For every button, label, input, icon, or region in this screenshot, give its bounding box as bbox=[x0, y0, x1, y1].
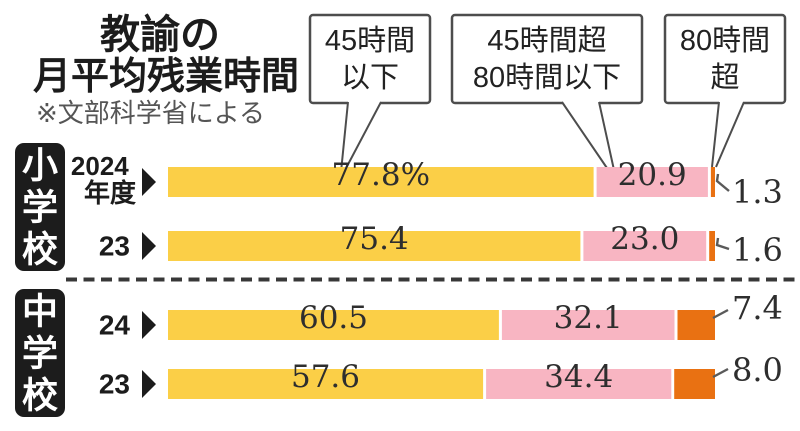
bar-value-label: 77.8% bbox=[332, 157, 430, 193]
callout-tail-under45 bbox=[340, 101, 382, 173]
bar-segment bbox=[168, 310, 499, 340]
bar-segment bbox=[583, 231, 707, 261]
bar-segment bbox=[168, 167, 594, 197]
bar-segment bbox=[674, 369, 715, 399]
bar-outside-value-label: 1.6 bbox=[732, 231, 783, 269]
legend-over80-line1: 80時間 bbox=[680, 24, 770, 57]
bar-segment bbox=[709, 231, 715, 261]
legend-45to80-line1: 45時間超 bbox=[487, 24, 606, 57]
row-label-2024nendo: 2024 年度 bbox=[71, 151, 136, 208]
group-elementary-char2: 学 bbox=[22, 187, 58, 228]
legend-over80-line2: 超 bbox=[710, 61, 739, 94]
bars-layer: 77.8% 20.9 1.3 75.4 23.0 1.6 60.5 32.1 7.4 57.6 34… bbox=[168, 157, 783, 399]
bar-segment bbox=[677, 310, 715, 340]
bar-segment bbox=[486, 369, 672, 399]
leader-line bbox=[712, 367, 729, 379]
legend-under45-line2: 以下 bbox=[341, 62, 399, 94]
bar-segment bbox=[501, 310, 675, 340]
group-elementary-char3: 校 bbox=[22, 229, 58, 270]
legend-box-over80: 80時間 超 bbox=[663, 13, 787, 105]
source-note: ※文部科学省による bbox=[36, 98, 265, 128]
bar-value-label: 34.4 bbox=[544, 359, 613, 395]
legend-under45-line1: 45時間 bbox=[325, 24, 415, 57]
bar-value-label: 75.4 bbox=[340, 221, 409, 257]
row-label-jh-23: 23 bbox=[99, 369, 130, 400]
row-arrow-icon-2 bbox=[142, 232, 156, 260]
bar-segment bbox=[168, 231, 581, 261]
leader-line bbox=[712, 308, 729, 320]
bar-value-label: 57.6 bbox=[291, 359, 360, 395]
bar-outside-value-label: 1.3 bbox=[732, 173, 783, 211]
legend-box-45to80: 45時間超 80時間以下 bbox=[450, 13, 644, 105]
group-juniorhigh-char1: 中 bbox=[22, 291, 58, 332]
bar-segment bbox=[710, 167, 715, 197]
group-box-elementary: 小 学 校 bbox=[15, 143, 65, 271]
bar-outside-value-label: 7.4 bbox=[732, 289, 783, 327]
leader-line bbox=[715, 173, 730, 192]
group-juniorhigh-char3: 校 bbox=[22, 375, 58, 416]
bar-value-label: 32.1 bbox=[554, 300, 623, 336]
row-arrow-icon-4 bbox=[142, 370, 156, 398]
bar-segment bbox=[168, 369, 484, 399]
row-arrow-icon-1 bbox=[142, 168, 156, 196]
bar-outside-value-label: 8.0 bbox=[732, 351, 783, 389]
bar-value-label: 60.5 bbox=[299, 300, 368, 336]
leader-line bbox=[715, 237, 730, 251]
chart-title-line1: 教諭の bbox=[100, 13, 220, 57]
row-arrow-icon-3 bbox=[142, 311, 156, 339]
group-juniorhigh-char2: 学 bbox=[22, 333, 58, 374]
legend-45to80-line2: 80時間以下 bbox=[473, 61, 621, 94]
bar-value-label: 23.0 bbox=[610, 221, 679, 257]
callout-tail-over80 bbox=[711, 101, 745, 168]
row-label-elem-23: 23 bbox=[99, 231, 130, 262]
legend-box-under45: 45時間 以下 bbox=[308, 13, 432, 105]
row-label-jh-24: 24 bbox=[99, 310, 131, 341]
bar-value-label: 20.9 bbox=[618, 157, 687, 193]
bar-segment bbox=[596, 167, 708, 197]
chart-title-line2: 月平均残業時間 bbox=[33, 56, 299, 98]
callout-tail-45to80 bbox=[561, 101, 615, 172]
group-elementary-char1: 小 bbox=[22, 145, 58, 186]
group-box-juniorhigh: 中 学 校 bbox=[15, 289, 65, 417]
